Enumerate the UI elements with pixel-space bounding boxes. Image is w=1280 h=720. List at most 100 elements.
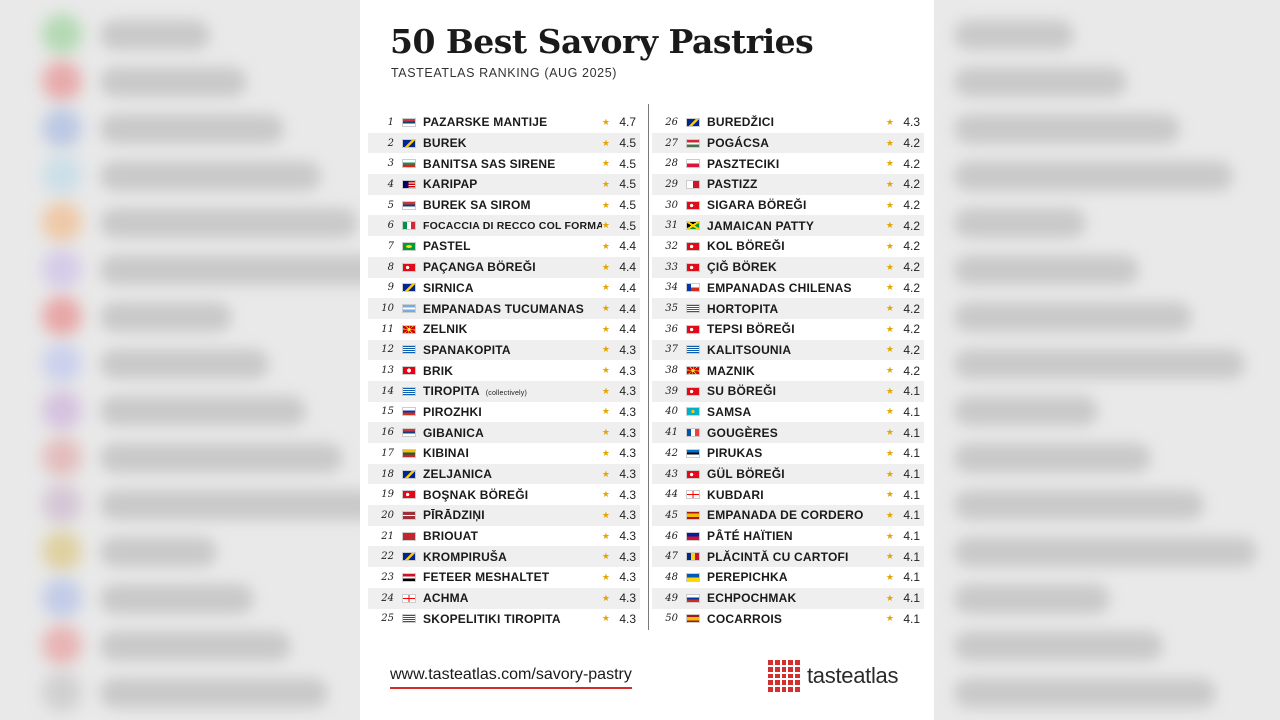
ranking-row: 10 EMPANADAS TUCUMANAS ★ 4.4 bbox=[368, 298, 640, 319]
pastry-name-text: PAZARSKE MANTIJE bbox=[423, 115, 548, 130]
pastry-name: PÂTÉ HAÏTIEN bbox=[707, 529, 886, 543]
rank-number: 27 bbox=[665, 137, 678, 149]
pastry-name: KIBINAI bbox=[423, 446, 602, 460]
rating-score: 4.3 bbox=[903, 115, 920, 130]
turkey-flag-icon bbox=[686, 469, 700, 479]
rating-score: 4.1 bbox=[903, 508, 920, 523]
ranking-row: 7 PASTEL ★ 4.4 bbox=[368, 236, 640, 257]
serbia-flag-icon bbox=[402, 117, 416, 127]
rank-number: 28 bbox=[665, 158, 678, 170]
pastry-name-text: BRIOUAT bbox=[423, 529, 479, 544]
rank-number: 42 bbox=[665, 447, 678, 459]
pastry-name: ZELNIK bbox=[423, 322, 602, 336]
logo-grid-cell bbox=[768, 673, 773, 679]
star-icon: ★ bbox=[885, 571, 894, 582]
ranking-row: 33 ÇIĞ BÖREK ★ 4.2 bbox=[652, 256, 924, 278]
pastry-name-text: SKOPELITIKI TIROPITA bbox=[423, 611, 561, 626]
hungary-flag-icon bbox=[686, 138, 700, 148]
ranking-row: 42 PIRUKAS ★ 4.1 bbox=[652, 443, 924, 464]
rating-score: 4.3 bbox=[619, 384, 636, 399]
background-blur-left bbox=[0, 0, 360, 720]
pastry-name-text: SIGARA BÖREĞI bbox=[707, 198, 807, 213]
turkey-flag-icon bbox=[686, 200, 700, 210]
source-link[interactable]: www.tasteatlas.com/savory-pastry bbox=[390, 666, 632, 689]
rank-number: 22 bbox=[381, 551, 394, 563]
brand-logo[interactable]: tasteatlas bbox=[768, 660, 898, 692]
rank-number: 36 bbox=[665, 323, 678, 335]
rating-score: 4.1 bbox=[903, 549, 920, 564]
star-icon: ★ bbox=[885, 240, 894, 251]
ranking-row: 27 POGÁCSA ★ 4.2 bbox=[652, 132, 924, 154]
rank-number: 31 bbox=[665, 220, 678, 232]
logo-grid-cell bbox=[781, 660, 787, 665]
bosnia-flag-icon bbox=[402, 138, 416, 148]
poland-flag-icon bbox=[686, 159, 700, 169]
star-icon: ★ bbox=[601, 220, 610, 231]
pastry-name: FOCACCIA DI RECCO COL FORMAGGIO bbox=[423, 220, 602, 232]
pastry-name-text: JAMAICAN PATTY bbox=[707, 218, 815, 233]
logo-grid-cell bbox=[788, 673, 794, 679]
ranking-row: 3 BANITSA SAS SIRENE ★ 4.5 bbox=[368, 153, 640, 174]
pastry-name-text: PASZTECIKI bbox=[707, 156, 780, 171]
pastry-name-text: FOCACCIA DI RECCO COL FORMAGGIO bbox=[423, 219, 602, 232]
star-icon: ★ bbox=[601, 199, 610, 210]
rating-score: 4.3 bbox=[619, 446, 636, 461]
pastry-name: PLĂCINTĂ CU CARTOFI bbox=[707, 550, 886, 564]
star-icon: ★ bbox=[601, 509, 610, 520]
rank-number: 11 bbox=[381, 323, 394, 335]
pastry-name: KROMPIRUŠA bbox=[423, 550, 602, 564]
rank-number: 33 bbox=[665, 261, 678, 273]
rank-number: 17 bbox=[381, 447, 394, 459]
pastry-name: KUBDARI bbox=[707, 488, 886, 502]
rank-number: 47 bbox=[665, 551, 678, 563]
pastry-name: EMPANADA DE CORDERO bbox=[707, 508, 886, 522]
pastry-name-text: GOUGÈRES bbox=[707, 425, 778, 440]
pastry-name: KALITSOUNIA bbox=[707, 343, 886, 357]
star-icon: ★ bbox=[601, 592, 610, 603]
logo-grid-cell bbox=[781, 666, 787, 672]
pastry-name-text: BUREDŽICI bbox=[707, 115, 775, 130]
haiti-flag-icon bbox=[686, 531, 700, 541]
rating-score: 4.4 bbox=[619, 280, 636, 295]
pastry-name: PIRUKAS bbox=[707, 446, 886, 460]
page-title: 50 Best Savory Pastries bbox=[390, 22, 814, 61]
ranking-card: 50 Best Savory Pastries TASTEATLAS RANKI… bbox=[360, 0, 934, 720]
rating-score: 4.1 bbox=[903, 570, 920, 585]
tasteatlas-grid-icon bbox=[768, 660, 800, 692]
star-icon: ★ bbox=[601, 571, 610, 582]
rank-number: 29 bbox=[665, 178, 678, 190]
column-divider bbox=[648, 104, 649, 630]
logo-grid-cell bbox=[768, 660, 773, 665]
ranking-row: 1 PAZARSKE MANTIJE ★ 4.7 bbox=[368, 112, 640, 133]
ranking-row: 16 GIBANICA ★ 4.3 bbox=[368, 422, 640, 443]
rating-score: 4.3 bbox=[619, 425, 636, 440]
star-icon: ★ bbox=[885, 261, 894, 272]
pastry-name-text: SU BÖREĞI bbox=[707, 384, 777, 399]
rating-score: 4.3 bbox=[619, 487, 636, 502]
rating-score: 4.4 bbox=[619, 322, 636, 337]
france-flag-icon bbox=[686, 428, 700, 438]
greece-flag-icon bbox=[402, 614, 416, 624]
ranking-row: 4 KARIPAP ★ 4.5 bbox=[368, 174, 640, 195]
star-icon: ★ bbox=[601, 406, 610, 417]
pastry-name: BRIOUAT bbox=[423, 529, 602, 543]
pastry-name: EMPANADAS CHILENAS bbox=[707, 281, 886, 295]
pastry-name: PASZTECIKI bbox=[707, 157, 886, 171]
pastry-name: POGÁCSA bbox=[707, 136, 886, 150]
pastry-name: HORTOPITA bbox=[707, 302, 886, 316]
ranking-row: 14 TIROPITA (collectively) ★ 4.3 bbox=[368, 380, 640, 402]
rank-number: 5 bbox=[387, 199, 394, 211]
rating-score: 4.3 bbox=[619, 591, 636, 606]
pastry-name: GÜL BÖREĞI bbox=[707, 467, 886, 481]
greece-flag-icon bbox=[402, 345, 416, 355]
ranking-row: 28 PASZTECIKI ★ 4.2 bbox=[652, 153, 924, 174]
pastry-name: SIGARA BÖREĞI bbox=[707, 198, 886, 212]
star-icon: ★ bbox=[601, 427, 610, 438]
ukraine-flag-icon bbox=[686, 572, 700, 582]
pastry-name-text: COCARROIS bbox=[707, 611, 783, 626]
ranking-row: 26 BUREDŽICI ★ 4.3 bbox=[652, 112, 924, 133]
bosnia-flag-icon bbox=[402, 469, 416, 479]
rating-score: 4.3 bbox=[619, 508, 636, 523]
pastry-name-text: BUREK bbox=[423, 136, 467, 151]
brazil-flag-icon bbox=[402, 241, 416, 251]
